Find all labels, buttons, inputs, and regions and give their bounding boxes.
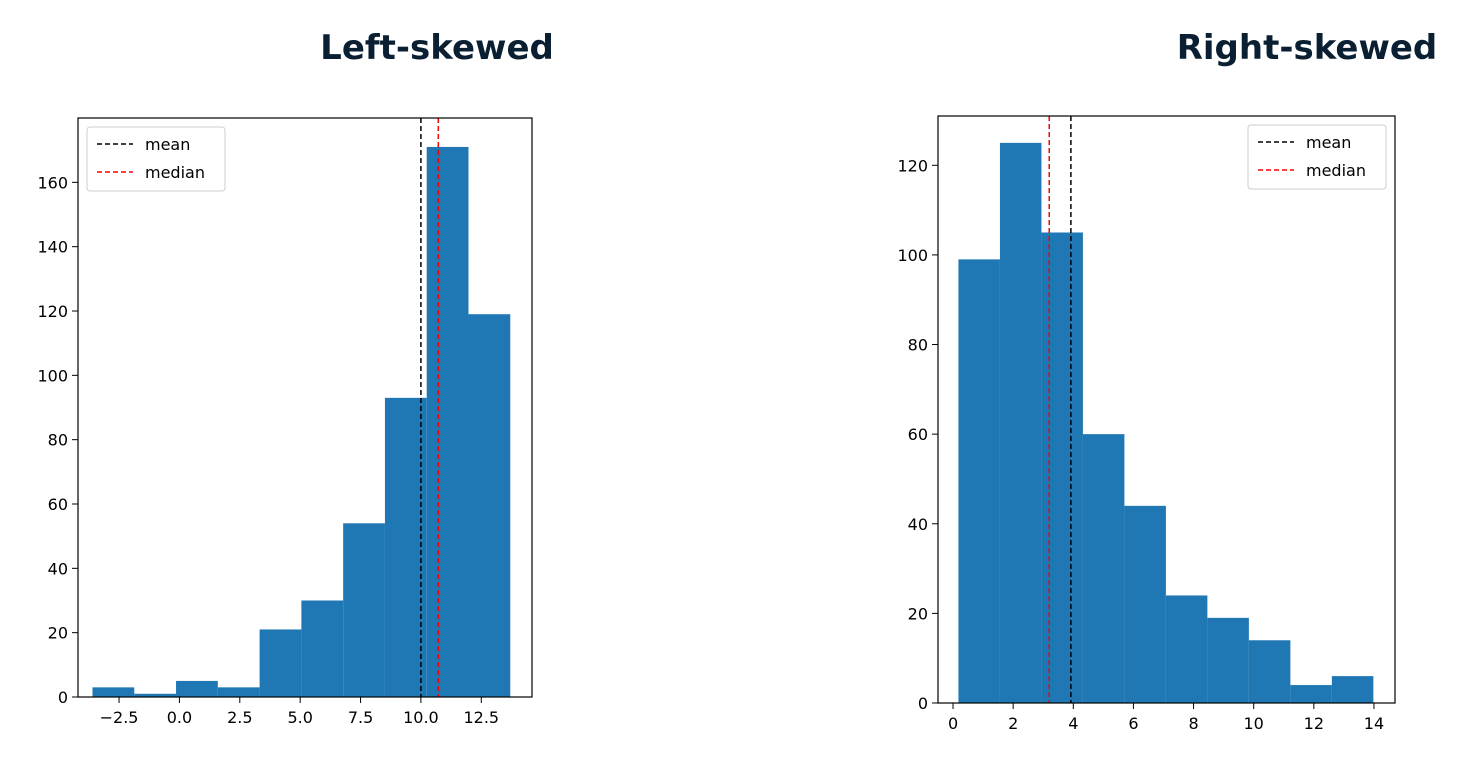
left-skewed-histogram: −2.5 0.0 2.5 5.0 7.5 10.0 12.5 0 20 40 60 80 100 120 1… [37, 117, 533, 727]
left-bar-2 [176, 680, 218, 697]
right-legend-label-mean: mean [1306, 133, 1351, 152]
left-bar-6 [343, 523, 385, 697]
left-ytick-label-7: 140 [37, 238, 68, 257]
left-bar-7 [384, 397, 427, 697]
right-ytick-label-3: 60 [908, 425, 928, 444]
right-ytick-label-2: 40 [908, 515, 928, 534]
left-ytick-label-5: 100 [37, 366, 68, 385]
left-ytick-label-8: 160 [37, 173, 68, 192]
left-xtick-label-1: 0.0 [167, 708, 192, 727]
left-plot-frame [77, 117, 533, 698]
left-bar-8 [426, 146, 469, 697]
right-ytick-label-4: 80 [908, 336, 928, 355]
right-plot-frame [937, 115, 1396, 704]
right-bar-3 [1082, 434, 1125, 703]
left-legend [86, 126, 226, 192]
left-bar-3 [217, 687, 260, 697]
right-legend [1247, 124, 1387, 190]
left-ytick-label-1: 20 [48, 624, 68, 643]
left-legend-label-median: median [145, 163, 205, 182]
left-xtick-label-2: 2.5 [227, 708, 252, 727]
left-bar-5 [301, 600, 344, 697]
left-legend-label-mean: mean [145, 135, 190, 154]
left-ytick-label-4: 80 [48, 431, 68, 450]
right-ytick-label-5: 100 [897, 246, 928, 265]
right-ytick-label-0: 0 [918, 694, 928, 713]
right-xtick-label-5: 10 [1244, 714, 1264, 733]
right-bar-6 [1207, 617, 1249, 703]
right-xtick-label-3: 6 [1128, 714, 1138, 733]
right-xtick-label-4: 8 [1188, 714, 1198, 733]
right-xtick-label-6: 12 [1304, 714, 1324, 733]
left-bar-9 [468, 314, 511, 697]
left-xtick-label-0: −2.5 [100, 708, 139, 727]
left-ytick-label-0: 0 [58, 688, 68, 707]
right-bar-0 [958, 259, 1000, 703]
right-bar-5 [1165, 595, 1208, 703]
left-bar-4 [259, 629, 302, 697]
left-bar-0 [92, 687, 135, 697]
right-xtick-label-0: 0 [948, 714, 958, 733]
right-xtick-label-1: 2 [1008, 714, 1018, 733]
left-chart-title: Left-skewed [320, 28, 554, 68]
right-xtick-label-7: 14 [1364, 714, 1384, 733]
right-bar-4 [1124, 505, 1166, 703]
left-ytick-label-6: 120 [37, 302, 68, 321]
right-ytick-label-6: 120 [897, 156, 928, 175]
left-xtick-label-3: 5.0 [287, 708, 312, 727]
right-bar-7 [1248, 640, 1291, 703]
right-bar-9 [1331, 676, 1374, 703]
left-ytick-label-3: 60 [48, 495, 68, 514]
right-bar-1 [999, 142, 1042, 703]
left-xtick-label-4: 7.5 [348, 708, 373, 727]
right-skewed-histogram: 0 2 4 6 8 10 12 14 0 20 40 60 80 100 120 mean median [897, 115, 1396, 733]
right-xtick-label-2: 4 [1068, 714, 1078, 733]
left-bar-1 [134, 693, 177, 697]
left-ytick-label-2: 40 [48, 559, 68, 578]
right-bar-2 [1041, 232, 1083, 703]
right-legend-label-median: median [1306, 161, 1366, 180]
right-ytick-label-1: 20 [908, 604, 928, 623]
left-xtick-label-6: 12.5 [463, 708, 499, 727]
right-bar-8 [1290, 685, 1332, 703]
right-chart-title: Right-skewed [1176, 28, 1438, 68]
left-xtick-label-5: 10.0 [403, 708, 439, 727]
